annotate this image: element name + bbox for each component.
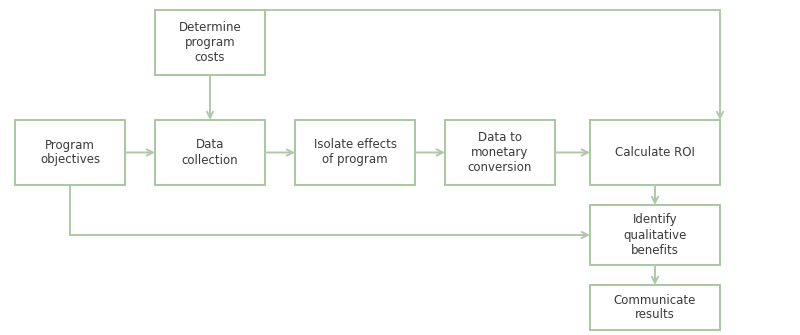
Text: Data
collection: Data collection (182, 138, 238, 166)
Text: Communicate
results: Communicate results (614, 293, 696, 322)
Text: Program
objectives: Program objectives (40, 138, 100, 166)
Text: Calculate ROI: Calculate ROI (615, 146, 695, 159)
FancyBboxPatch shape (590, 120, 720, 185)
FancyBboxPatch shape (590, 285, 720, 330)
Text: Isolate effects
of program: Isolate effects of program (314, 138, 397, 166)
Text: Determine
program
costs: Determine program costs (178, 21, 242, 64)
FancyBboxPatch shape (15, 120, 125, 185)
FancyBboxPatch shape (590, 205, 720, 265)
FancyBboxPatch shape (445, 120, 555, 185)
FancyBboxPatch shape (155, 120, 265, 185)
Text: Identify
qualitative
benefits: Identify qualitative benefits (623, 213, 686, 257)
Text: Data to
monetary
conversion: Data to monetary conversion (468, 131, 532, 174)
FancyBboxPatch shape (295, 120, 415, 185)
FancyBboxPatch shape (155, 10, 265, 75)
